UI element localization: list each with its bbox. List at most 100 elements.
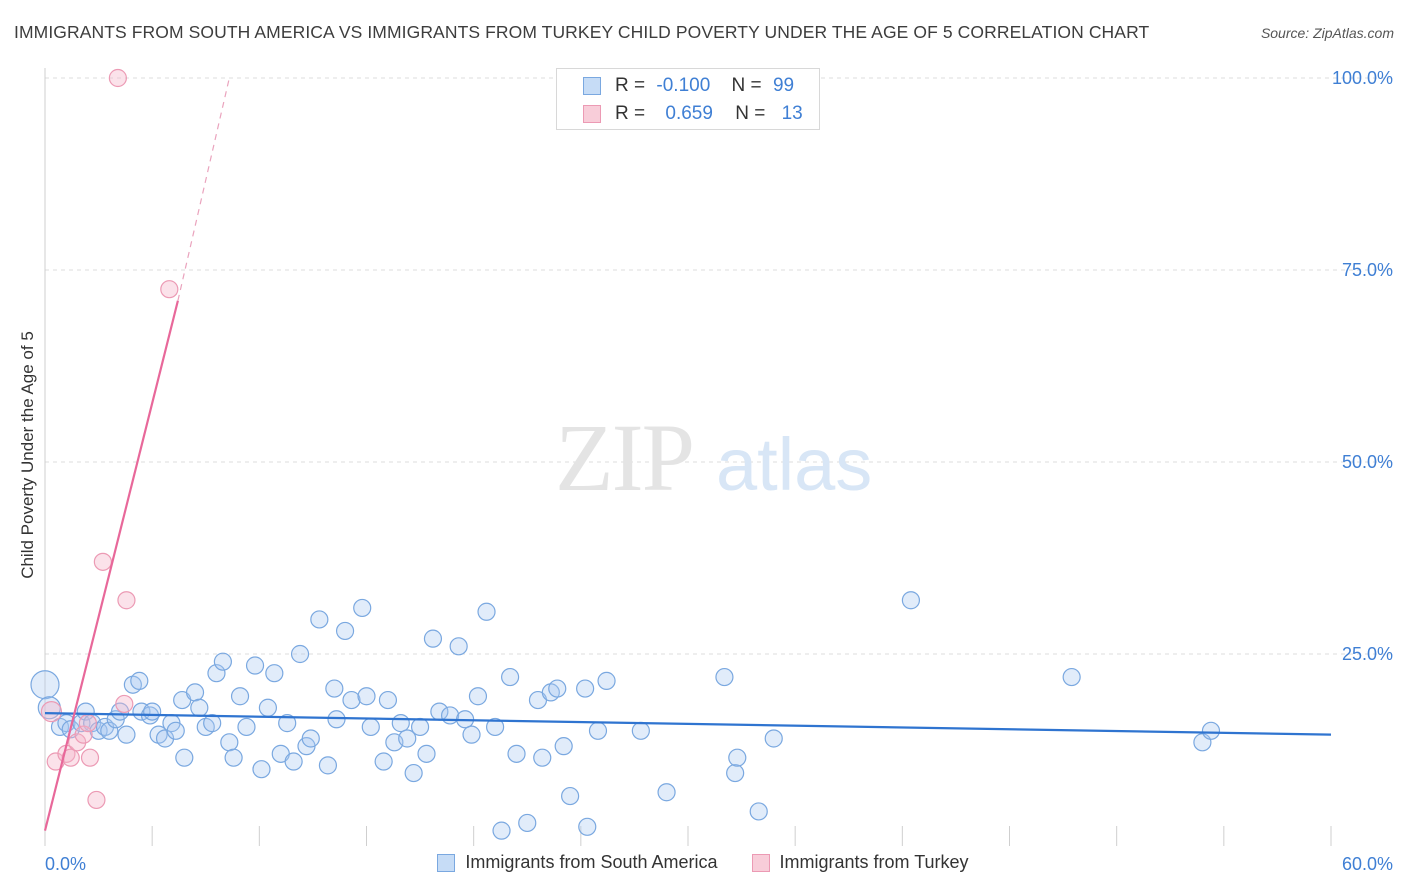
series-turkey — [40, 68, 179, 810]
data-point — [245, 656, 265, 675]
tick-labels: 25.0% 50.0% 75.0% 100.0% 0.0% 60.0% — [45, 68, 1393, 874]
data-point — [477, 602, 496, 621]
legend-swatch-turkey — [751, 853, 770, 872]
y-tick-label: 25.0% — [1342, 644, 1393, 664]
data-point — [462, 725, 481, 744]
data-point — [117, 591, 136, 610]
data-point — [374, 752, 393, 771]
data-point — [353, 598, 372, 618]
data-point — [265, 664, 284, 683]
legend-item-south-america[interactable]: Immigrants from South America — [437, 852, 718, 873]
data-point — [87, 790, 106, 810]
series-south-america — [30, 591, 1221, 840]
watermark-zip: ZIP — [555, 404, 693, 511]
data-point — [252, 760, 271, 779]
data-point — [335, 621, 355, 641]
data-point — [224, 748, 243, 767]
data-point — [1062, 667, 1081, 687]
data-point — [404, 763, 423, 783]
r-label: R = — [615, 75, 646, 96]
stats-swatch-south-america — [583, 77, 601, 95]
data-point — [561, 786, 580, 806]
data-point — [501, 667, 520, 687]
data-point — [301, 729, 320, 748]
data-point — [258, 698, 278, 717]
data-point — [410, 717, 430, 737]
data-point — [417, 744, 436, 763]
stats-swatch-turkey — [583, 105, 601, 123]
data-point — [117, 725, 136, 744]
data-point — [203, 714, 222, 733]
data-point — [901, 591, 921, 610]
data-point — [74, 725, 93, 744]
data-point — [143, 702, 162, 721]
data-point — [468, 687, 488, 706]
data-point — [357, 687, 376, 706]
n-label: N = — [731, 75, 762, 96]
data-point — [342, 690, 361, 710]
trend-line-turkey-extension — [177, 77, 230, 301]
n-value: 13 — [781, 103, 803, 124]
data-point — [284, 752, 303, 771]
data-point — [507, 744, 526, 763]
data-point — [40, 700, 63, 723]
data-point — [185, 683, 205, 702]
data-point — [749, 802, 768, 821]
data-point — [318, 756, 338, 775]
data-points — [30, 68, 1221, 840]
data-point — [588, 721, 608, 740]
data-point — [533, 748, 552, 767]
legend: Immigrants from South America Immigrants… — [0, 852, 1406, 873]
data-point — [578, 817, 597, 836]
data-point — [230, 687, 250, 706]
data-point — [657, 783, 676, 802]
data-point — [449, 637, 468, 656]
legend-item-turkey[interactable]: Immigrants from Turkey — [751, 852, 969, 873]
data-point — [728, 748, 747, 767]
r-value: 0.659 — [665, 103, 713, 124]
data-point — [213, 652, 232, 671]
data-point — [423, 629, 443, 648]
data-point — [554, 737, 573, 756]
data-point — [207, 664, 226, 683]
data-point — [115, 694, 134, 714]
data-point — [726, 763, 745, 783]
data-point — [1201, 721, 1221, 740]
data-point — [78, 714, 97, 733]
r-label: R = — [615, 103, 646, 124]
trend-line-south-america — [44, 712, 1332, 736]
y-tick-label: 50.0% — [1342, 452, 1393, 472]
x-tick-label: 60.0% — [1342, 854, 1393, 874]
data-point — [310, 610, 329, 629]
data-point — [398, 729, 417, 748]
data-point — [160, 280, 179, 299]
data-point — [327, 710, 346, 729]
data-point — [80, 748, 100, 767]
data-point — [325, 679, 344, 698]
y-axis-label: Child Poverty Under the Age of 5 — [18, 331, 37, 579]
data-point — [548, 679, 567, 698]
data-point — [93, 552, 112, 571]
data-point — [108, 68, 127, 88]
x-tick-label: 0.0% — [45, 854, 86, 874]
watermark-atlas: atlas — [716, 423, 872, 506]
data-point — [715, 667, 734, 687]
data-point — [764, 729, 783, 748]
data-point — [378, 690, 398, 710]
data-point — [166, 721, 185, 740]
data-point — [278, 714, 297, 733]
data-point — [237, 717, 256, 737]
data-point — [631, 721, 650, 740]
r-value: -0.100 — [656, 75, 711, 96]
data-point — [518, 813, 537, 833]
legend-swatch-south-america — [437, 853, 456, 872]
n-value: 99 — [772, 75, 795, 96]
data-point — [361, 717, 380, 737]
chart-title: IMMIGRANTS FROM SOUTH AMERICA VS IMMIGRA… — [14, 22, 1150, 42]
data-point — [100, 721, 119, 740]
data-point — [576, 679, 595, 698]
watermark: ZIP atlas — [555, 404, 872, 511]
data-point — [597, 671, 616, 690]
data-point — [290, 644, 310, 664]
